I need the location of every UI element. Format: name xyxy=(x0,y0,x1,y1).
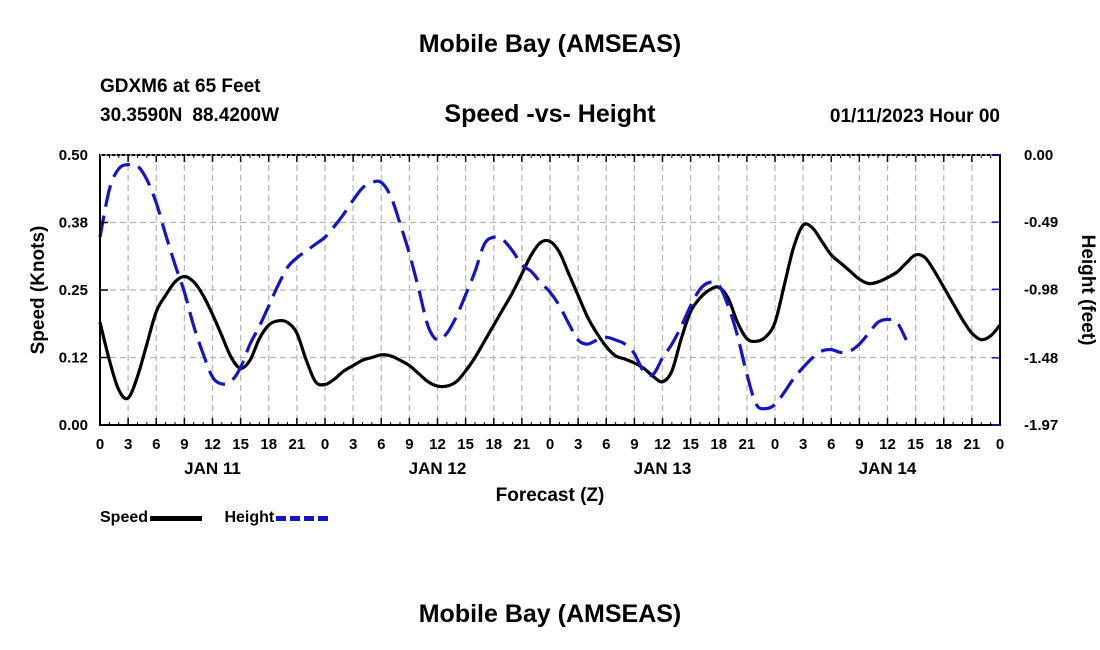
y2-tick-label: -1.48 xyxy=(1024,350,1058,367)
legend-item-speed: Speed xyxy=(100,509,203,527)
x-tick-label: 15 xyxy=(907,436,924,453)
x-tick-label: 12 xyxy=(879,436,896,453)
x-tick-label: 15 xyxy=(457,436,474,453)
longitude: 88.4200W xyxy=(192,105,280,126)
x-tick-label: 6 xyxy=(602,436,610,453)
y-axis-title: Speed (Knots) xyxy=(28,226,49,355)
x-tick-label: 0 xyxy=(321,436,329,453)
x-tick-label: 3 xyxy=(124,436,132,453)
legend-line-speed xyxy=(150,515,203,521)
x-tick-label: 6 xyxy=(152,436,160,453)
x-tick-label: 15 xyxy=(232,436,249,453)
series-line-speed xyxy=(98,222,1002,401)
x-tick-label: 9 xyxy=(180,436,188,453)
x-tick-label: 0 xyxy=(96,436,104,453)
x-tick-label: 15 xyxy=(682,436,699,453)
x-tick-label: 12 xyxy=(204,436,221,453)
x-tick-label: 0 xyxy=(771,436,779,453)
repeated-chart-title: Mobile Bay (AMSEAS) xyxy=(418,600,682,628)
x-day-label: JAN 13 xyxy=(634,459,692,478)
labels-layer: 0 3 6 9 12 15 18 21 0 3 6 9 12 15 18 21 0 3 6 9 12 15 18 21 0 3 6 9… xyxy=(28,147,1098,506)
y-tick-label: 0.50 xyxy=(59,147,88,164)
legend: Speed Height xyxy=(100,509,346,527)
x-tick-label: 3 xyxy=(799,436,807,453)
x-tick-label: 21 xyxy=(964,436,981,453)
x-tick-label: 18 xyxy=(935,436,952,453)
y-tick-label: 0.25 xyxy=(59,282,88,299)
x-tick-label: 6 xyxy=(827,436,835,453)
x-tick-label: 9 xyxy=(405,436,413,453)
legend-label-height: Height xyxy=(224,509,275,526)
latitude: 30.3590N xyxy=(100,105,183,126)
legend-line-height xyxy=(276,515,329,521)
chart-subtitle: Speed -vs- Height xyxy=(444,100,656,128)
y-tick-label: 0.00 xyxy=(59,417,88,434)
y2-axis-title: Height (feet) xyxy=(1077,235,1098,346)
x-tick-label: 3 xyxy=(574,436,582,453)
y-tick-label: 0.12 xyxy=(59,350,88,367)
x-tick-label: 0 xyxy=(996,436,1004,453)
x-tick-label: 6 xyxy=(377,436,385,453)
x-tick-label: 12 xyxy=(654,436,671,453)
legend-item-height: Height xyxy=(224,509,329,527)
x-day-label: JAN 11 xyxy=(184,459,241,478)
x-tick-label: 9 xyxy=(855,436,863,453)
x-tick-label: 3 xyxy=(349,436,357,453)
x-tick-label: 0 xyxy=(546,436,554,453)
x-tick-label: 18 xyxy=(485,436,502,453)
x-tick-label: 12 xyxy=(429,436,446,453)
y2-tick-label: -1.97 xyxy=(1024,417,1058,434)
station-label: GDXM6 at 65 Feet xyxy=(100,76,261,97)
series-line-height xyxy=(98,162,908,411)
x-tick-label: 21 xyxy=(739,436,756,453)
x-tick-label: 18 xyxy=(260,436,277,453)
ticks-layer xyxy=(99,154,1001,426)
x-day-label: JAN 12 xyxy=(409,459,467,478)
y2-tick-label: -0.49 xyxy=(1024,214,1058,231)
x-tick-label: 21 xyxy=(289,436,306,453)
legend-label-speed: Speed xyxy=(100,509,149,526)
chart-main-title: Mobile Bay (AMSEAS) xyxy=(418,30,682,58)
x-axis-title: Forecast (Z) xyxy=(496,485,605,506)
y-tick-label: 0.38 xyxy=(59,215,88,232)
y2-tick-label: -0.98 xyxy=(1024,281,1058,298)
x-day-label: JAN 14 xyxy=(859,459,917,478)
y2-tick-label: 0.00 xyxy=(1024,147,1053,164)
x-tick-label: 9 xyxy=(630,436,638,453)
forecast-timestamp: 01/11/2023 Hour 00 xyxy=(829,106,1000,127)
x-tick-label: 18 xyxy=(710,436,727,453)
x-tick-label: 21 xyxy=(514,436,531,453)
station-coordinates: 30.3590N 88.4200W xyxy=(100,105,289,127)
series-layer xyxy=(98,162,1002,411)
